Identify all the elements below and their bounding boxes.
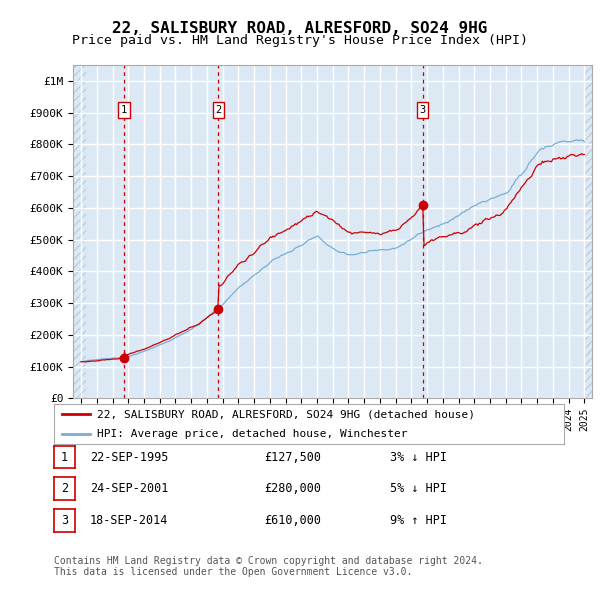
Text: 22, SALISBURY ROAD, ALRESFORD, SO24 9HG: 22, SALISBURY ROAD, ALRESFORD, SO24 9HG — [112, 21, 488, 36]
Text: 3: 3 — [419, 105, 426, 115]
Text: 9% ↑ HPI: 9% ↑ HPI — [390, 514, 447, 527]
Text: 22, SALISBURY ROAD, ALRESFORD, SO24 9HG (detached house): 22, SALISBURY ROAD, ALRESFORD, SO24 9HG … — [97, 409, 475, 419]
Text: £610,000: £610,000 — [264, 514, 321, 527]
Text: 2: 2 — [215, 105, 221, 115]
Text: 1: 1 — [121, 105, 127, 115]
Text: 1: 1 — [61, 451, 68, 464]
Text: 5% ↓ HPI: 5% ↓ HPI — [390, 482, 447, 495]
Text: Contains HM Land Registry data © Crown copyright and database right 2024.
This d: Contains HM Land Registry data © Crown c… — [54, 556, 483, 578]
Text: 2: 2 — [61, 482, 68, 495]
Text: £127,500: £127,500 — [264, 451, 321, 464]
Text: 24-SEP-2001: 24-SEP-2001 — [90, 482, 169, 495]
Text: 18-SEP-2014: 18-SEP-2014 — [90, 514, 169, 527]
Text: 22-SEP-1995: 22-SEP-1995 — [90, 451, 169, 464]
Text: HPI: Average price, detached house, Winchester: HPI: Average price, detached house, Winc… — [97, 430, 408, 439]
Text: 3% ↓ HPI: 3% ↓ HPI — [390, 451, 447, 464]
Text: Price paid vs. HM Land Registry's House Price Index (HPI): Price paid vs. HM Land Registry's House … — [72, 34, 528, 47]
Text: 3: 3 — [61, 514, 68, 527]
Text: £280,000: £280,000 — [264, 482, 321, 495]
